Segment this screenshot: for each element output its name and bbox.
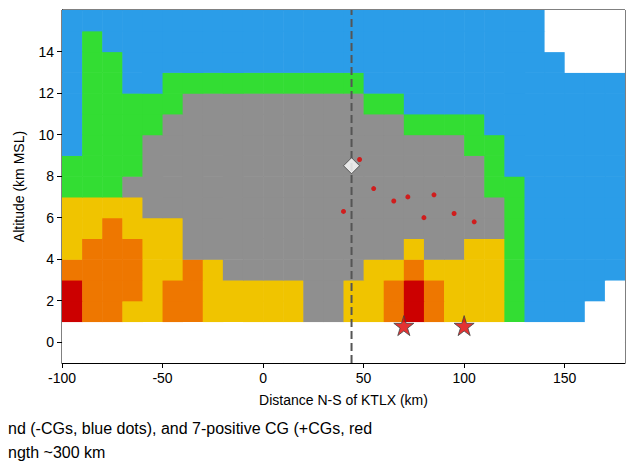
- svg-text:50: 50: [356, 370, 372, 386]
- svg-text:6: 6: [46, 210, 54, 226]
- svg-text:0: 0: [259, 370, 267, 386]
- svg-text:ngth ~300 km: ngth ~300 km: [8, 444, 105, 461]
- svg-text:2: 2: [46, 293, 54, 309]
- svg-text:-50: -50: [152, 370, 172, 386]
- svg-text:Altitude (km MSL): Altitude (km MSL): [11, 131, 27, 242]
- svg-text:14: 14: [38, 44, 54, 60]
- svg-text:0: 0: [46, 334, 54, 350]
- svg-text:12: 12: [38, 85, 54, 101]
- svg-text:4: 4: [46, 251, 54, 267]
- svg-text:150: 150: [553, 370, 577, 386]
- svg-text:100: 100: [452, 370, 476, 386]
- svg-text:10: 10: [38, 127, 54, 143]
- svg-text:nd (-CGs, blue dots), and 7-po: nd (-CGs, blue dots), and 7-positive CG …: [8, 420, 372, 437]
- svg-text:Distance N-S of KTLX (km): Distance N-S of KTLX (km): [259, 392, 428, 408]
- svg-text:-100: -100: [48, 370, 76, 386]
- svg-text:8: 8: [46, 168, 54, 184]
